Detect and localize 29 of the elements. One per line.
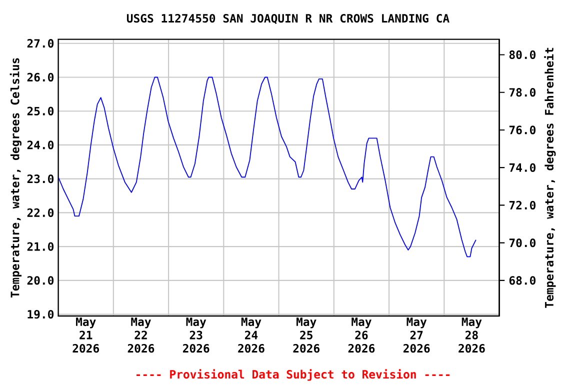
y-tick-label: 26.0 — [27, 73, 54, 82]
y2-axis-title: Temperature, water, degrees Fahrenheit — [544, 48, 556, 308]
x-tick-label: May 25 2026 — [293, 318, 320, 353]
y2-tick-label: 78.0 — [509, 88, 536, 97]
x-tick-label: May 24 2026 — [238, 318, 264, 353]
y2-tick-label: 74.0 — [509, 163, 536, 172]
line-series — [58, 76, 476, 258]
y-tick-label: 24.0 — [27, 140, 54, 150]
y2-tick-label: 76.0 — [509, 126, 536, 134]
y2-tick-label: 80.0 — [509, 50, 536, 60]
y-tick-label: 25.0 — [27, 106, 54, 116]
chart-title: USGS 11274550 SAN JOAQUIN R NR CROWS LANDING CA — [126, 14, 450, 24]
y-tick-label: 20.0 — [27, 276, 54, 285]
y2-tick-label: 72.0 — [509, 201, 536, 210]
y2-tick-label: 70.0 — [509, 238, 536, 248]
x-tick-label: May 26 2026 — [348, 318, 375, 353]
y-tick-label: 21.0 — [27, 242, 54, 252]
y2-tick-label: 68.0 — [509, 276, 536, 285]
y-tick-label: 19.0 — [28, 310, 54, 319]
x-tick-label: May 21 2026 — [72, 318, 99, 353]
y-tick-label: 27.0 — [27, 39, 54, 48]
x-tick-label: May 28 2026 — [458, 318, 485, 353]
y-tick-label: 22.0 — [27, 208, 54, 218]
x-tick-label: May 22 2026 — [128, 318, 154, 353]
y-tick-label: 23.0 — [27, 174, 54, 184]
x-tick-label: May 27 2026 — [403, 318, 430, 353]
text: ---- Provisional Data Subject to Revision ---- — [136, 369, 450, 381]
x-tick-label: May 23 2026 — [183, 318, 210, 353]
y-axis-title: Temperature, water, degrees Celsius — [10, 58, 22, 298]
